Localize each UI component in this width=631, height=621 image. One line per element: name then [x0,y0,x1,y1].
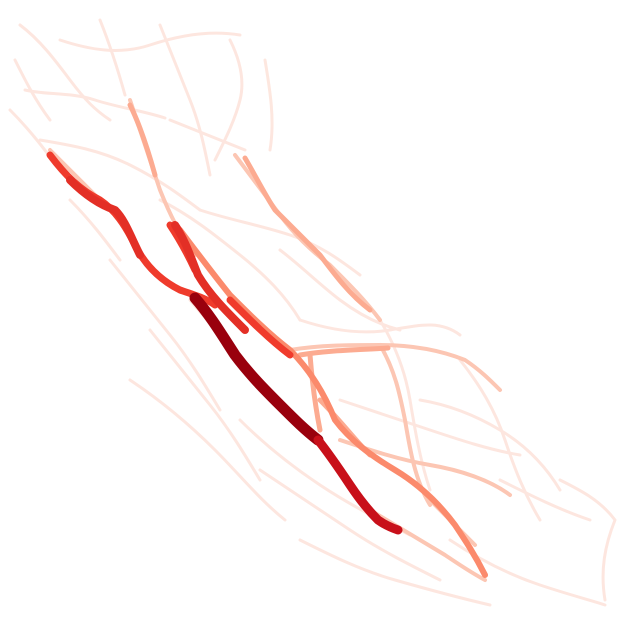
feeder-routes [66,176,249,334]
primary-corridor-south [313,435,403,535]
road-segment [158,23,212,177]
road-segment [298,318,462,337]
road-segment [226,296,294,359]
primary-corridor [189,292,324,446]
bay-area-link [226,296,294,359]
road-segment [242,155,373,313]
road-segment [66,176,144,259]
road-segment [498,478,592,522]
road-segment [158,198,302,322]
road-segment [23,88,167,120]
road-segment [307,352,323,433]
road-segment [278,248,402,332]
road-segment [68,198,122,262]
road-segment [418,398,562,492]
road-segment [13,58,52,122]
road-segment [171,221,249,334]
road-segment [127,102,158,178]
road-segment [558,478,617,602]
road-segment [378,343,432,507]
base-road-network [8,18,617,607]
road-segment [108,258,222,412]
road-segment [18,23,112,122]
road-segment [128,378,287,522]
highway-101-corridor [177,227,488,578]
road-segment [148,328,262,482]
road-segment [58,31,242,52]
road-segment [298,538,492,607]
road-segment [177,227,488,578]
road-segment [288,343,502,392]
road-segment [338,398,522,457]
road-segment [458,358,542,522]
road-segment [198,208,362,277]
road-segment [213,38,244,162]
road-segment [98,18,127,97]
road-segment [313,435,403,535]
road-segment [258,468,442,582]
road-segment [168,118,247,152]
road-segment [189,292,324,446]
road-segment [38,138,202,212]
road-segment [263,58,274,152]
